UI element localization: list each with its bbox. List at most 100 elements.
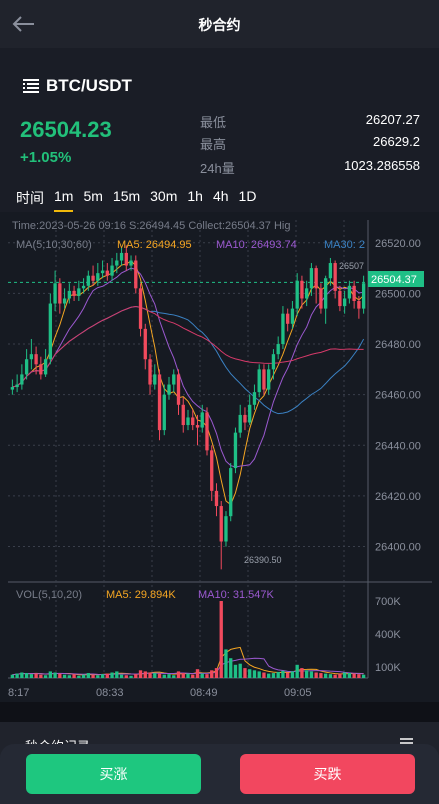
volume-bar	[214, 668, 219, 678]
candle-body	[314, 268, 318, 289]
x-tick-label: 08:33	[96, 687, 124, 699]
volume-bar	[338, 673, 342, 678]
volume-bar	[333, 674, 337, 678]
candle-body	[167, 384, 171, 395]
volume-bar	[129, 675, 133, 678]
candle-body	[267, 369, 271, 390]
candle-body	[323, 278, 328, 309]
tab-1h[interactable]: 1h	[187, 188, 203, 204]
tab-4h[interactable]: 4h	[212, 188, 229, 204]
candle-body	[96, 273, 100, 281]
candle-body	[238, 414, 242, 433]
y-tick-label: 26440.00	[375, 440, 421, 452]
candle-body	[229, 468, 233, 517]
volume-bar	[295, 664, 299, 678]
candle-body	[248, 404, 252, 423]
volume-bar	[314, 672, 318, 678]
tab-5m[interactable]: 5m	[83, 188, 103, 204]
tab-1m[interactable]: 1m	[54, 188, 74, 212]
volume-bar	[58, 673, 62, 678]
volume-bar	[276, 671, 280, 678]
candle-body	[81, 285, 86, 289]
volume-bar	[300, 668, 304, 678]
volume-bar	[53, 672, 57, 678]
candle-body	[342, 298, 347, 307]
volume-bar	[281, 670, 285, 678]
candle-body	[100, 270, 105, 274]
candle-body	[110, 265, 114, 276]
volume-bar	[181, 673, 185, 678]
candle-body	[243, 414, 247, 423]
ma10-label: MA10: 26493.74	[216, 239, 297, 251]
volume-bar	[134, 674, 138, 678]
kline-svg[interactable]: 26520.00 26500.00 26480.00 26460.00 26440.00…	[0, 212, 439, 702]
ma30-line	[12, 306, 365, 415]
candle-body	[333, 263, 337, 291]
volume-bar	[167, 674, 171, 678]
volume-bar	[10, 674, 15, 678]
tab-1d[interactable]: 1D	[238, 188, 257, 204]
candle-body	[162, 394, 166, 431]
sell-down-button[interactable]: 买跌	[240, 754, 415, 794]
candle-body	[224, 516, 228, 542]
volume-bar	[157, 673, 162, 678]
candle-body	[352, 285, 356, 302]
volume-bar	[267, 673, 271, 678]
volume-bar	[15, 673, 19, 678]
y-tick-label: 26520.00	[375, 238, 421, 250]
volume-bar	[361, 674, 366, 678]
volume-bar	[172, 675, 176, 678]
kline-chart[interactable]: 26520.00 26500.00 26480.00 26460.00 26440.00…	[0, 212, 439, 702]
volume-bar	[347, 673, 352, 678]
candle-body	[143, 328, 147, 360]
section-divider	[0, 702, 439, 722]
candle-body	[62, 298, 67, 304]
candle-body	[119, 252, 124, 261]
candle-body	[134, 260, 138, 289]
ma60-line	[12, 306, 364, 388]
candle-body	[328, 263, 333, 279]
vol-tick-label: 700K	[375, 596, 401, 608]
price-change: +1.05%	[20, 149, 72, 166]
chart-info-line: Time:2023-05-26 09:16 S:26494.45 Collect…	[12, 220, 290, 232]
candle-body	[210, 450, 214, 491]
candle-body	[176, 374, 181, 405]
volume-bar	[29, 674, 34, 678]
tab-30m[interactable]: 30m	[150, 188, 178, 204]
candle-body	[233, 432, 238, 469]
high-marker: 26507	[339, 261, 364, 271]
volume-bar	[67, 675, 71, 678]
candle-body	[34, 354, 38, 365]
candle-body	[357, 301, 361, 309]
list-icon	[23, 79, 39, 93]
tab-15m[interactable]: 15m	[112, 188, 141, 204]
candle-body	[186, 417, 190, 426]
trading-pair[interactable]: BTC/USDT	[22, 76, 132, 96]
volume-bar	[233, 664, 238, 678]
volume-bar	[138, 670, 143, 678]
volume-bar	[115, 671, 119, 678]
volume-bar	[210, 670, 214, 678]
volume-bar	[186, 673, 190, 678]
ma10-line	[12, 267, 364, 468]
volume-bar	[143, 671, 147, 678]
candle-body	[91, 275, 95, 281]
candle-body	[105, 270, 109, 276]
volume-bar	[238, 663, 242, 678]
y-tick-label: 26500.00	[375, 288, 421, 300]
candle-body	[10, 387, 15, 390]
volume-bar	[191, 674, 195, 678]
y-tick-label: 26480.00	[375, 339, 421, 351]
candle-body	[153, 374, 157, 385]
buy-up-button[interactable]: 买涨	[26, 754, 201, 794]
vol-tick-label: 100K	[375, 662, 401, 674]
candle-body	[43, 359, 48, 375]
back-arrow-icon[interactable]	[10, 12, 36, 36]
last-price-tag-bg	[368, 271, 424, 287]
volume-bar	[271, 673, 276, 678]
tab-time[interactable]: 时间	[16, 190, 44, 206]
candle-body	[48, 303, 53, 360]
volume-bar	[305, 670, 309, 678]
volume-bar	[219, 601, 223, 678]
x-tick-label: 8:17	[8, 687, 29, 699]
